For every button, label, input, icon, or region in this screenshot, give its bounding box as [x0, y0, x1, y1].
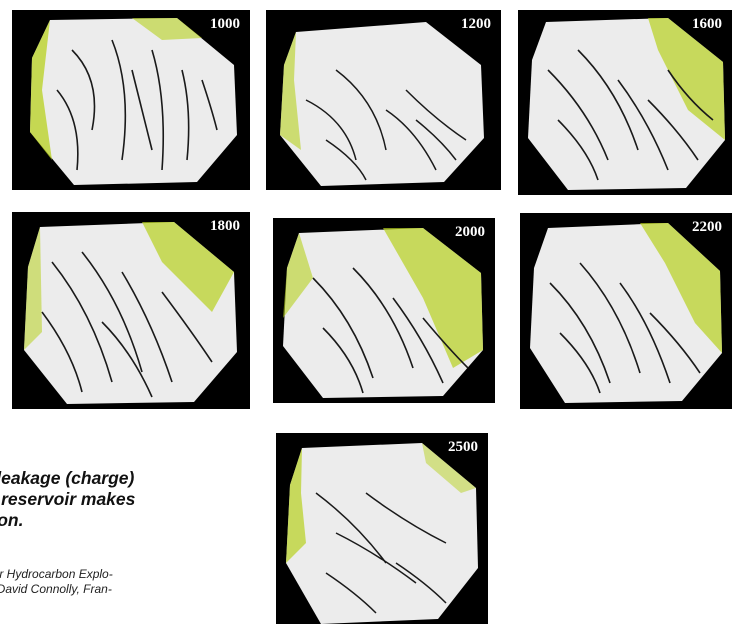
depth-label: 2200: [692, 219, 722, 236]
caption-line: ult leakage (charge): [0, 468, 134, 489]
slice-panel-1200: 1200: [266, 10, 501, 190]
slice-panel-1600: 1600: [518, 10, 732, 195]
depth-label: 1200: [461, 16, 491, 33]
depth-label: 2500: [448, 439, 478, 456]
caption-text: ult leakage (charge) the reservoir makes…: [0, 468, 240, 548]
slice-panel-2500: 2500: [276, 433, 488, 624]
depth-label: 1600: [692, 16, 722, 33]
seismic-slice-image: [276, 433, 488, 624]
seismic-slice-image: [520, 213, 732, 409]
seismic-slice-image: [12, 10, 250, 190]
depth-label: 2000: [455, 224, 485, 241]
reference-line: m. David Connolly, Fran-: [0, 582, 112, 597]
seismic-slice-image: [518, 10, 732, 195]
slice-panel-1000: 1000: [12, 10, 250, 190]
slice-panel-2200: 2200: [520, 213, 732, 409]
seismic-slice-image: [12, 212, 250, 409]
depth-label: 1000: [210, 16, 240, 33]
reference-line: ntier Hydrocarbon Explo-: [0, 567, 113, 582]
seismic-slice-image: [273, 218, 495, 403]
caption-line: arbon.: [0, 510, 23, 531]
reference-text: ntier Hydrocarbon Explo- m. David Connol…: [0, 567, 240, 624]
slice-panel-1800: 1800: [12, 212, 250, 409]
seismic-slice-image: [266, 10, 501, 190]
caption-line: the reservoir makes: [0, 489, 135, 510]
depth-label: 1800: [210, 218, 240, 235]
slice-panel-2000: 2000: [273, 218, 495, 403]
